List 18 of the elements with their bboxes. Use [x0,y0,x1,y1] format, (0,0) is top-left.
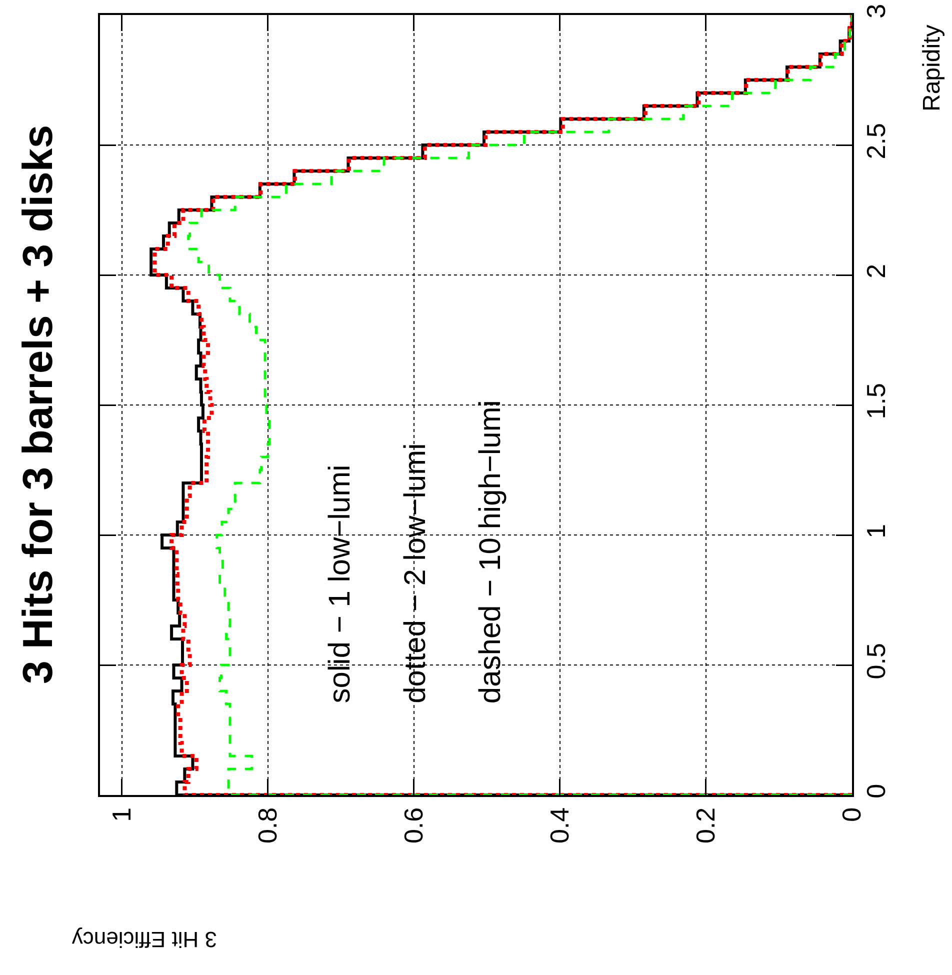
x-axis-title: 3 Hit Efficiency [72,927,217,952]
y-tick-label: 0 [861,784,892,798]
y-tick-label: 2.5 [861,123,892,160]
x-tick-label: 0.8 [252,807,282,844]
x-tick-label: 0.6 [398,807,428,844]
annotation: dashed − 10 high−lumi [474,400,507,704]
annotation: solid − 1 low−lumi [324,464,357,704]
y-tick-label: 3 [861,4,892,18]
x-tick-label: 1 [106,807,136,822]
y-tick-label: 1 [861,524,892,538]
y-tick-label: 0.5 [861,643,892,680]
x-tick-label: 0.4 [544,807,574,844]
y-axis-title: Rapidity [918,24,946,112]
x-tick-label: 0.2 [690,807,720,844]
x-tick-label: 0 [836,807,866,822]
y-tick-label: 2 [861,264,892,278]
y-tick-label: 1.5 [861,383,892,420]
text: 3 Hits for 3 barrels + 3 disks [14,124,61,684]
